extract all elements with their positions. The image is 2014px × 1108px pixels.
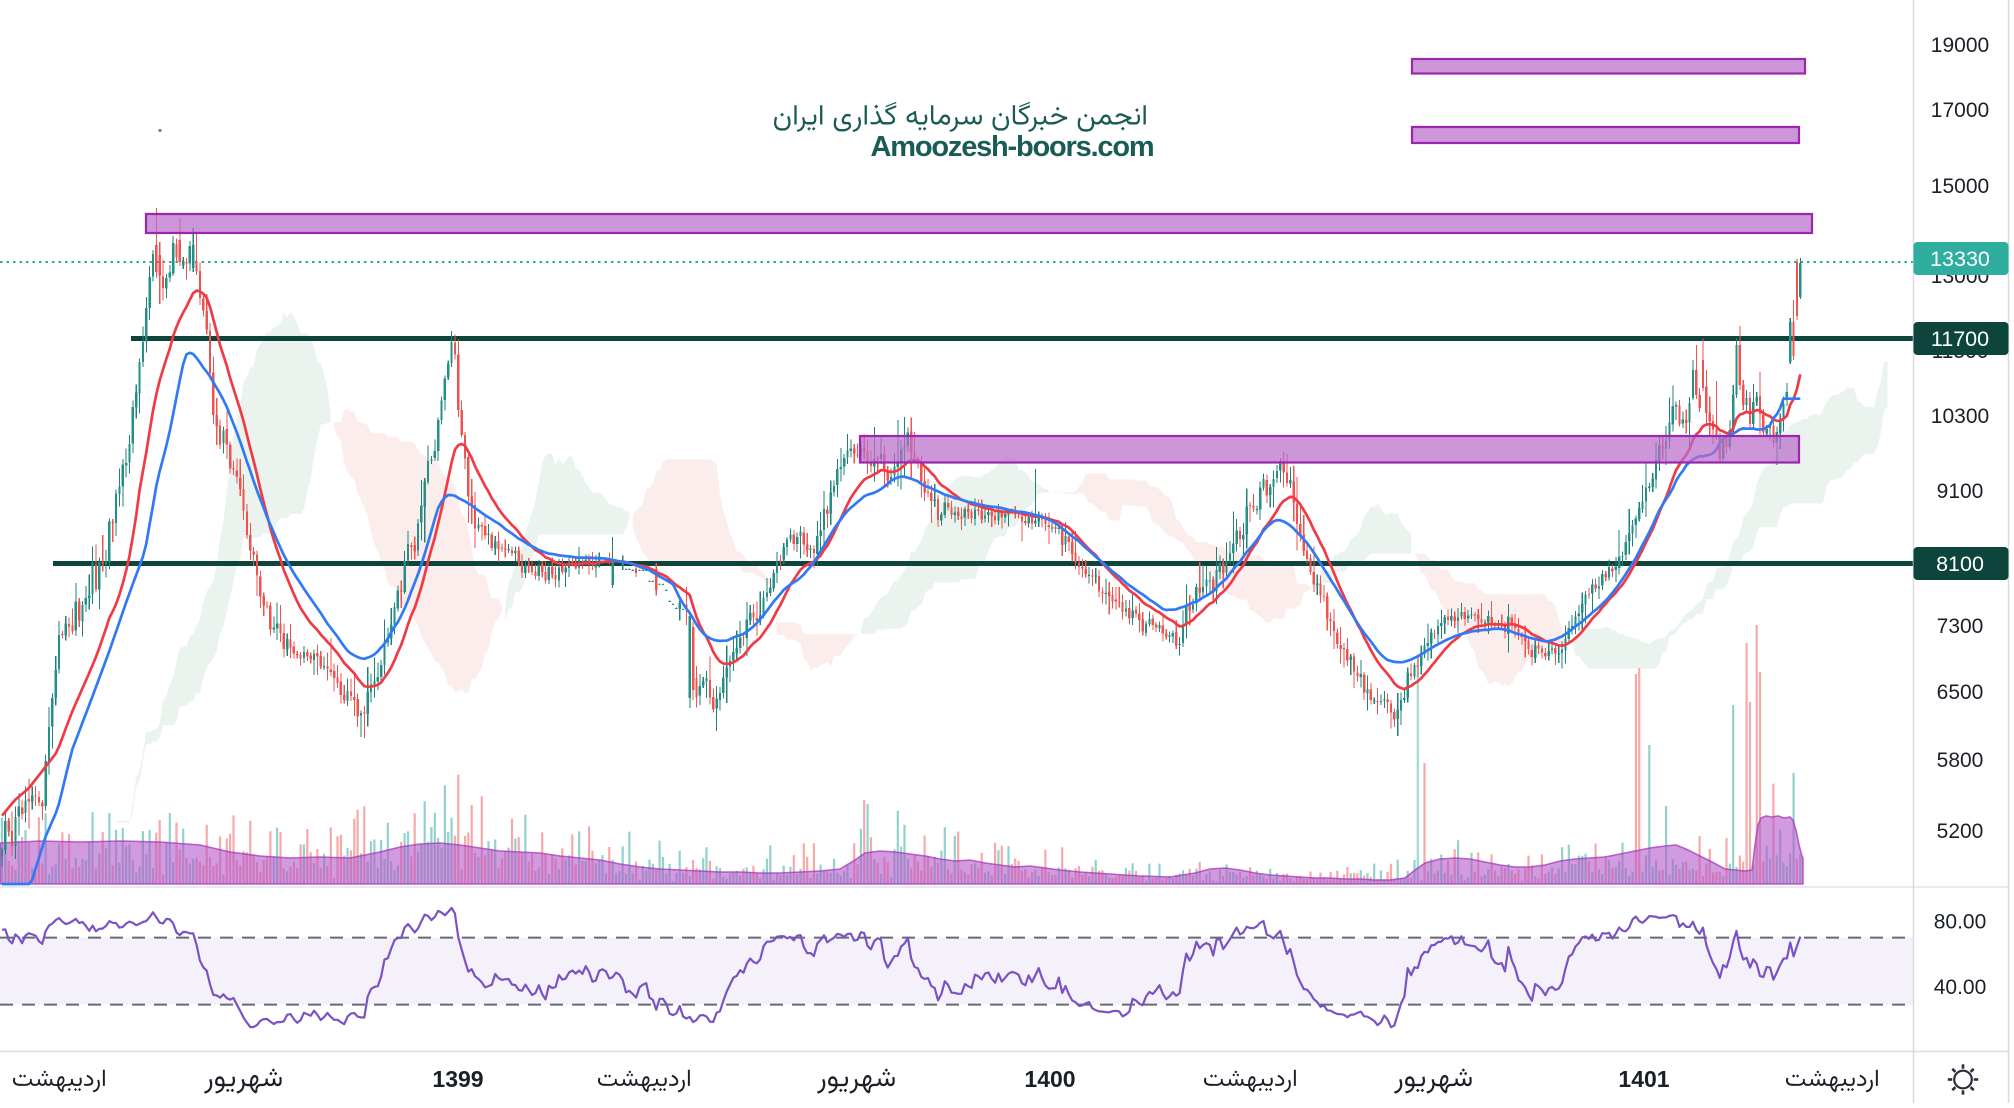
svg-text:15000: 15000 [1931, 175, 1989, 198]
svg-text:Amoozesh-boors.com: Amoozesh-boors.com [871, 131, 1154, 163]
svg-text:13330: 13330 [1930, 247, 1990, 271]
svg-text:11700: 11700 [1931, 327, 1989, 351]
svg-text:5800: 5800 [1937, 749, 1984, 772]
svg-text:5200: 5200 [1937, 820, 1984, 843]
svg-text:10300: 10300 [1931, 405, 1989, 428]
svg-text:19000: 19000 [1931, 34, 1989, 57]
svg-text:9100: 9100 [1937, 480, 1984, 503]
svg-text:6500: 6500 [1937, 681, 1984, 704]
svg-text:1400: 1400 [1024, 1066, 1075, 1092]
svg-text:40.00: 40.00 [1934, 976, 1987, 999]
svg-text:1401: 1401 [1618, 1066, 1669, 1092]
svg-text:1399: 1399 [432, 1066, 483, 1092]
svg-text:80.00: 80.00 [1934, 911, 1987, 934]
svg-text:17000: 17000 [1931, 99, 1989, 122]
svg-text:8100: 8100 [1936, 552, 1984, 576]
svg-text:7300: 7300 [1937, 615, 1984, 638]
